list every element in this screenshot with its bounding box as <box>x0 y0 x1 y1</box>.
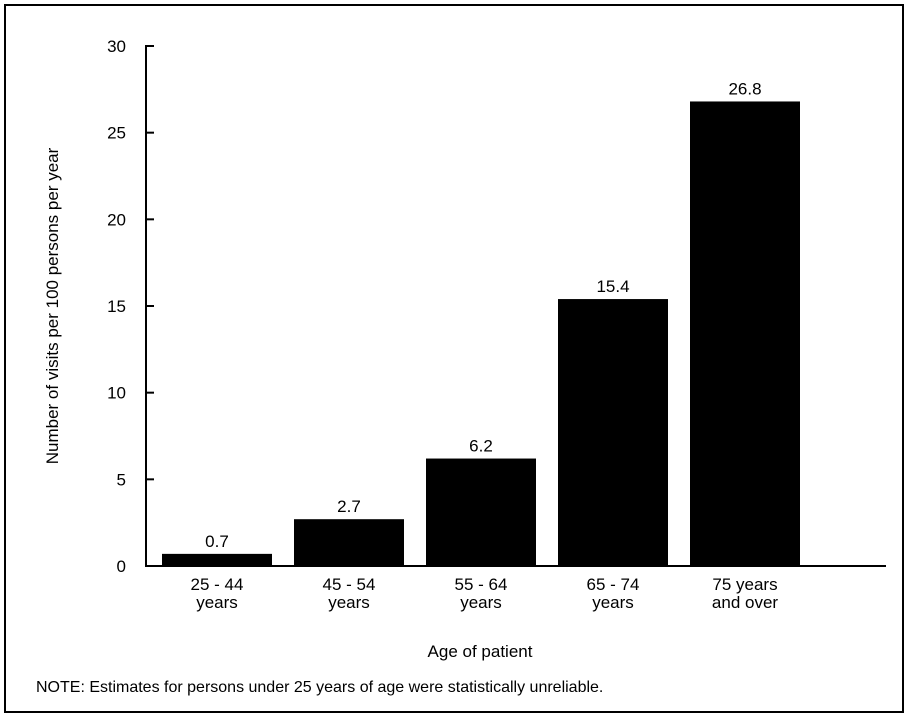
y-tick-label: 0 <box>117 557 126 576</box>
footnote: NOTE: Estimates for persons under 25 yea… <box>36 679 604 696</box>
y-tick-label: 20 <box>107 210 126 229</box>
y-tick-label: 10 <box>107 384 126 403</box>
bar-value-label: 6.2 <box>469 437 493 456</box>
x-tick-label: 65 - 74 <box>587 575 640 594</box>
bar <box>558 299 668 566</box>
x-tick-label: 45 - 54 <box>323 575 376 594</box>
y-tick-label: 5 <box>117 470 126 489</box>
chart-frame <box>4 4 904 713</box>
bar <box>162 553 272 566</box>
x-tick-label: years <box>196 593 238 612</box>
bar <box>294 519 404 566</box>
bar-value-label: 0.7 <box>205 532 229 551</box>
bar <box>426 458 536 566</box>
x-tick-label: and over <box>712 593 778 612</box>
x-tick-label: 55 - 64 <box>455 575 508 594</box>
bar <box>690 101 800 566</box>
bar-value-label: 2.7 <box>337 497 361 516</box>
y-axis-ticks: 0 5 10 15 20 25 30 <box>107 37 154 576</box>
x-tick-label: years <box>328 593 370 612</box>
bars: 0.7 2.7 6.2 15.4 26.8 <box>162 79 800 566</box>
y-tick-label: 30 <box>107 37 126 56</box>
bar-value-label: 15.4 <box>596 277 629 296</box>
y-tick-label: 15 <box>107 297 126 316</box>
bar-value-label: 26.8 <box>728 79 761 98</box>
x-tick-label: 75 years <box>712 575 777 594</box>
x-tick-label: years <box>460 593 502 612</box>
y-axis-label: Number of visits per 100 persons per yea… <box>43 147 62 464</box>
x-tick-label: years <box>592 593 634 612</box>
x-axis-label: Age of patient <box>428 642 533 661</box>
y-tick-label: 25 <box>107 124 126 143</box>
x-tick-label: 25 - 44 <box>191 575 244 594</box>
